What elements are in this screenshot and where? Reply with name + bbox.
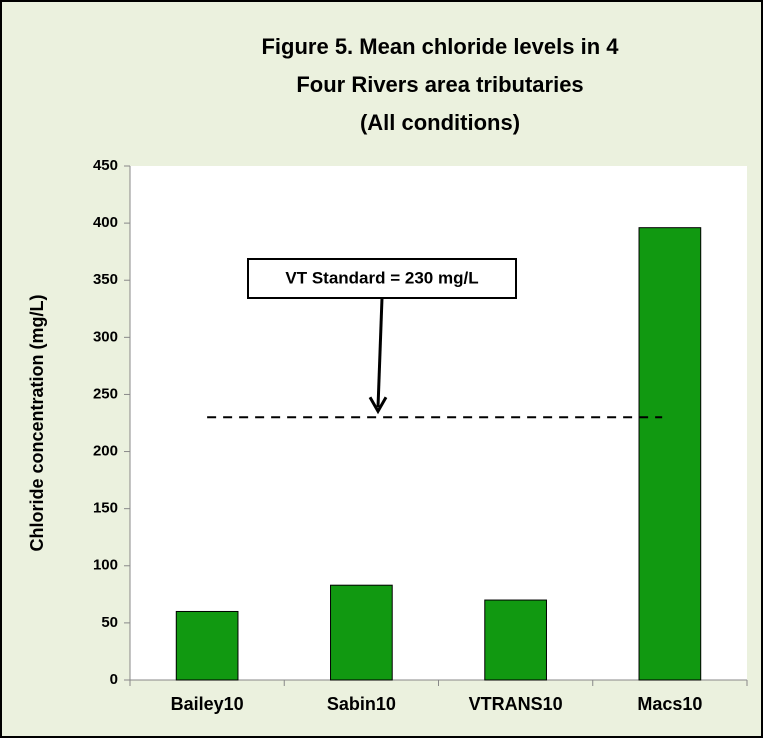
y-tick-label: 50 bbox=[101, 614, 118, 631]
x-tick-label: VTRANS10 bbox=[469, 694, 563, 714]
annotation: VT Standard = 230 mg/L bbox=[285, 268, 478, 287]
y-tick-label: 200 bbox=[93, 443, 118, 460]
bar bbox=[330, 584, 393, 681]
x-tick-label: Bailey10 bbox=[171, 694, 244, 714]
y-axis-label: Chloride concentration (mg/L) bbox=[27, 294, 47, 551]
arrow-head bbox=[368, 396, 388, 415]
annotation-arrow bbox=[376, 297, 384, 408]
y-tick-label: 350 bbox=[93, 271, 118, 288]
y-tick-label: 100 bbox=[93, 557, 118, 574]
chart-title: Figure 5. Mean chloride levels in 4 bbox=[261, 34, 619, 59]
y-tick-label: 300 bbox=[93, 328, 118, 345]
y-tick-label: 450 bbox=[93, 157, 118, 174]
y-tick-label: 250 bbox=[93, 385, 118, 402]
x-tick-label: Macs10 bbox=[637, 694, 702, 714]
bar bbox=[638, 227, 702, 681]
chart-title: (All conditions) bbox=[360, 110, 520, 135]
bar bbox=[484, 599, 547, 681]
chart-title: Four Rivers area tributaries bbox=[296, 72, 583, 97]
y-tick-label: 150 bbox=[93, 500, 118, 517]
x-tick-label: Sabin10 bbox=[327, 694, 396, 714]
y-tick-label: 0 bbox=[110, 671, 118, 688]
y-tick-label: 400 bbox=[93, 214, 118, 231]
bar bbox=[175, 610, 239, 681]
